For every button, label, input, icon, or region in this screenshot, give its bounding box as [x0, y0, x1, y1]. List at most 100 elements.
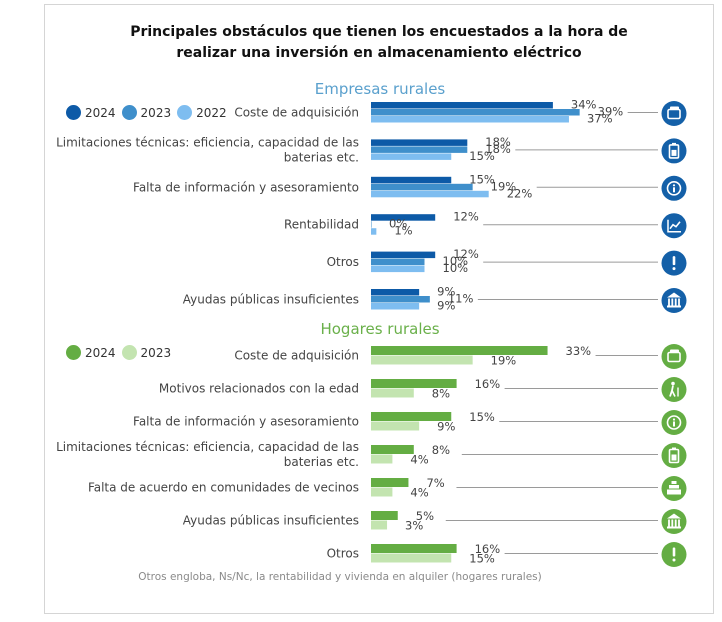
legend-item-2024: 2024	[66, 105, 116, 120]
bank-column	[674, 519, 677, 527]
title-line-2: realizar una inversión en almacenamiento…	[176, 45, 582, 61]
value-label: 0%	[389, 217, 407, 231]
value-label: 19%	[491, 354, 517, 368]
bank-icon-circle	[661, 509, 687, 534]
category-group: Rentabilidad 12% 0%1%	[284, 210, 687, 239]
elderly-person-icon-circle	[661, 377, 687, 402]
bar-2023	[371, 146, 468, 153]
bar-2022	[371, 228, 377, 235]
bar-2023	[371, 109, 580, 116]
info-icon	[661, 410, 687, 435]
info-stem	[673, 421, 675, 427]
wallet-icon-circle	[661, 344, 687, 369]
value-label: 15%	[469, 552, 495, 566]
info-icon	[661, 175, 687, 201]
info-stem	[673, 187, 675, 193]
bank-column	[668, 519, 670, 527]
category-label: Rentabilidad	[284, 218, 359, 232]
exclamation-icon	[661, 542, 687, 567]
bank-icon	[661, 509, 687, 534]
battery-level	[671, 149, 677, 156]
exclamation-stem	[672, 256, 676, 266]
legend-label-2023: 2023	[140, 105, 172, 120]
legend-swatch-2024	[66, 105, 81, 120]
bar-2024	[371, 139, 468, 146]
value-label: 37%	[587, 112, 613, 126]
category-group: Limitaciones técnicas: eficiencia, capac…	[56, 135, 687, 164]
value-label: 8%	[432, 443, 450, 457]
value-label: 9%	[437, 420, 455, 434]
wallet-icon-circle	[661, 101, 687, 126]
exclamation-dot	[672, 558, 676, 562]
category-group: Falta de información y asesoramiento 15% 9…	[133, 410, 687, 435]
legend-swatch-2023	[121, 105, 137, 120]
value-label: 12%	[453, 210, 479, 224]
category-label: Falta de información y asesoramiento	[133, 415, 359, 429]
battery-cap	[672, 447, 676, 450]
category-group: Coste de adquisición 34% 39%37%	[234, 98, 687, 126]
bar-2023	[371, 520, 388, 530]
bar-2023	[371, 355, 473, 365]
category-label: Falta de acuerdo en comunidades de vecin…	[88, 481, 359, 495]
bar-2022	[371, 116, 569, 123]
value-label: 12%	[453, 247, 479, 261]
info-dot	[672, 184, 676, 187]
info-ring	[666, 415, 682, 430]
bank-column	[678, 519, 680, 527]
bar-2023	[371, 553, 452, 563]
bar-2023	[371, 454, 393, 464]
community-row-top	[671, 481, 677, 484]
bar-2023	[371, 388, 414, 398]
value-label: 22%	[507, 186, 533, 200]
value-label: 16%	[475, 542, 501, 556]
trend-chart-icon	[661, 213, 687, 239]
category-group: Ayudas públicas insuficientes 9%11%9%	[183, 285, 687, 313]
value-label: 18%	[485, 142, 511, 156]
bar-2024	[371, 214, 436, 221]
value-label: 4%	[410, 486, 428, 500]
category-group: Falta de información y asesoramiento 15%1…	[133, 172, 687, 201]
category-label: Otros	[327, 547, 359, 561]
bar-2024	[371, 176, 452, 184]
value-label: 15%	[469, 410, 495, 424]
value-label: 39%	[598, 105, 624, 119]
category-label: Falta de información y asesoramiento	[133, 180, 359, 194]
category-group: Limitaciones técnicas: eficiencia, capac…	[56, 440, 687, 469]
legend-swatch-2023	[121, 345, 137, 360]
category-label: Coste de adquisición	[234, 349, 359, 363]
wallet-icon	[661, 344, 687, 369]
legend-item-2023: 2023	[121, 105, 172, 120]
bar-2023	[371, 487, 393, 497]
legend-label-2023: 2023	[140, 345, 172, 360]
bar-2024	[371, 544, 457, 553]
legend-item-2023: 2023	[121, 345, 172, 360]
category-label: Limitaciones técnicas: eficiencia, capac…	[56, 440, 359, 469]
bank-base	[667, 526, 681, 529]
value-label: 19%	[491, 179, 517, 193]
legend-label-2022: 2022	[196, 105, 227, 120]
bar-2024	[371, 478, 409, 487]
bank-column	[678, 298, 680, 306]
bar-2024	[371, 511, 398, 520]
section-title-empresas: Empresas rurales	[314, 80, 446, 98]
value-label: 11%	[448, 292, 474, 306]
legend-label-2024: 2024	[85, 105, 116, 120]
battery-icon	[661, 443, 687, 468]
bar-2024	[371, 251, 436, 259]
wallet-icon	[661, 101, 687, 126]
bar-2024	[371, 289, 420, 296]
value-label: 15%	[469, 149, 495, 163]
value-label: 5%	[416, 509, 434, 523]
bar-2022	[371, 303, 420, 310]
value-label: 3%	[405, 519, 423, 533]
elderly-person-icon	[661, 377, 687, 402]
legend-empresas: 2024 2023 2022	[66, 105, 233, 120]
category-label: Ayudas públicas insuficientes	[183, 514, 359, 528]
battery-cap	[672, 142, 676, 145]
person-head	[671, 381, 675, 386]
value-label: 15%	[469, 172, 495, 186]
trend-axes	[667, 219, 681, 233]
category-label: Limitaciones técnicas: eficiencia, capac…	[56, 135, 359, 164]
person-leg	[671, 390, 676, 397]
footnote: Otros engloba, Ns/Nc, la rentabilidad y …	[138, 571, 542, 583]
